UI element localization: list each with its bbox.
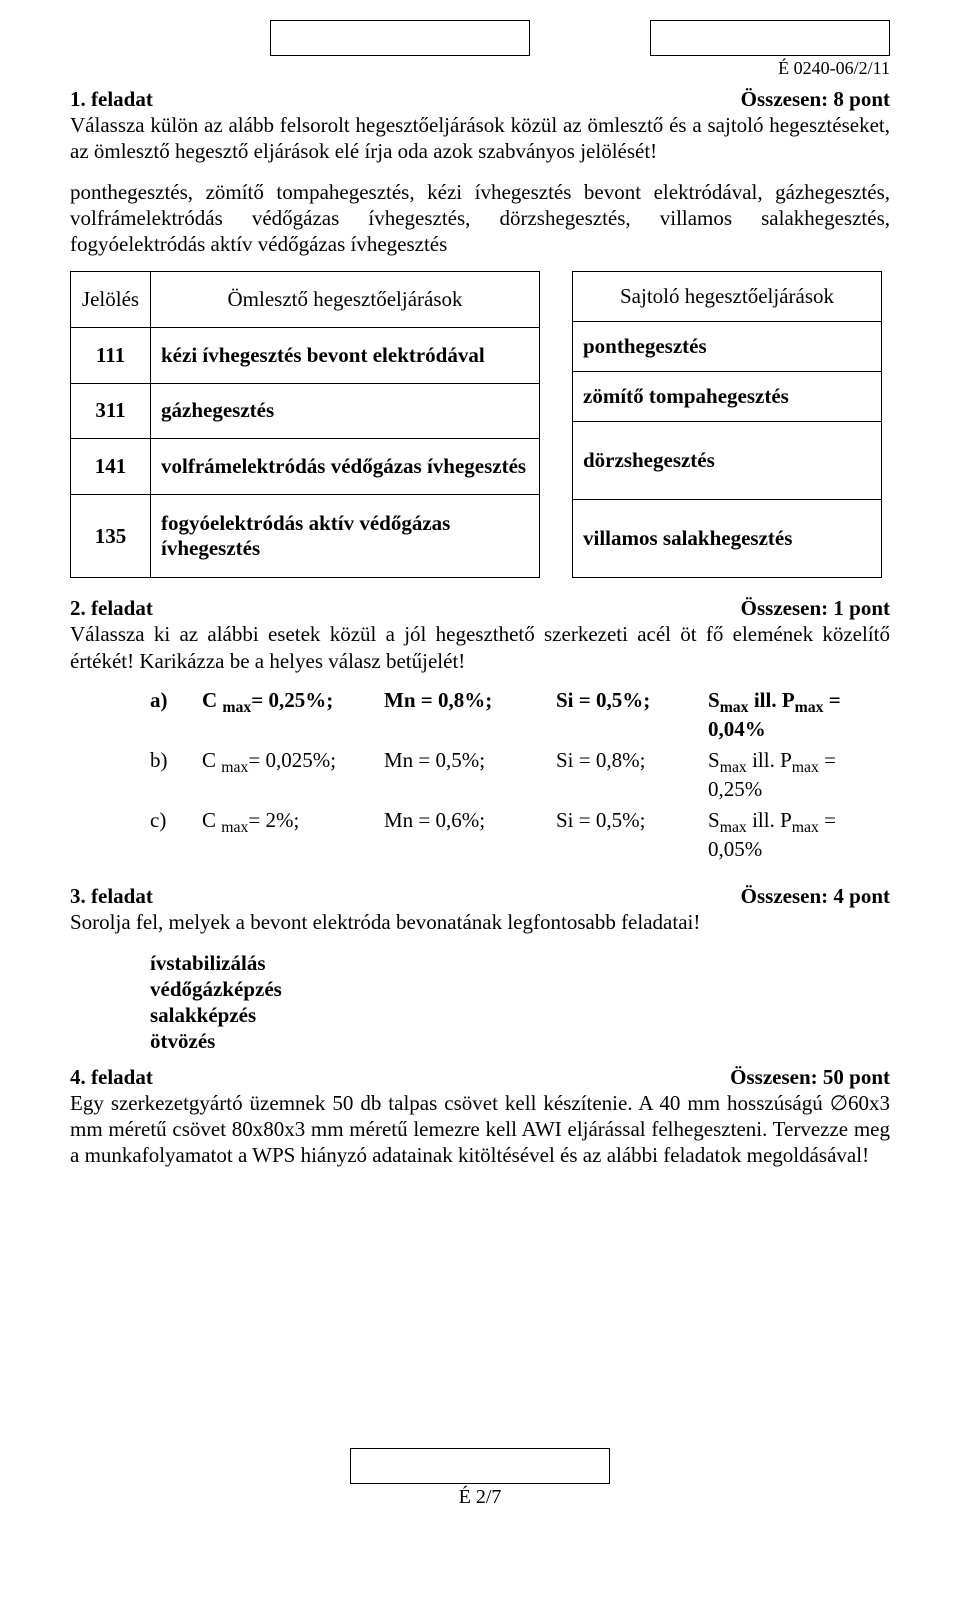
option-sp-value: Smax ill. Pmax = 0,04% <box>708 688 890 742</box>
table-row: ponthegesztés <box>573 322 882 372</box>
document-code: É 0240-06/2/11 <box>70 58 890 79</box>
answer-item: ötvözés <box>150 1028 890 1054</box>
option-si-value: Si = 0,5%; <box>556 808 686 862</box>
pressure-welding-table: Sajtoló hegesztőeljárások ponthegesztés … <box>572 271 882 578</box>
task1-instruction: Válassza külön az alább felsorolt hegesz… <box>70 112 890 165</box>
process-code: 135 <box>71 494 151 578</box>
answer-item: védőgázképzés <box>150 976 890 1002</box>
task2-points: Összesen: 1 pont <box>741 596 890 621</box>
answer-item: salakképzés <box>150 1002 890 1028</box>
task1-title: 1. feladat <box>70 87 153 112</box>
process-name: ponthegesztés <box>573 322 882 372</box>
table-row: dörzshegesztés <box>573 422 882 500</box>
task2-instruction: Válassza ki az alábbi esetek közül a jól… <box>70 621 890 674</box>
option-mn-value: Mn = 0,5%; <box>384 748 534 802</box>
task1-points: Összesen: 8 pont <box>741 87 890 112</box>
option-letter: a) <box>150 688 180 742</box>
option-letter: c) <box>150 808 180 862</box>
fusion-welding-table: Jelölés Ömlesztő hegesztőeljárások 111 k… <box>70 271 540 578</box>
table-row: villamos salakhegesztés <box>573 500 882 578</box>
table-row: 141 volfrámelektródás védőgázas ívhegesz… <box>71 439 540 495</box>
table-row: 111 kézi ívhegesztés bevont elektródával <box>71 327 540 383</box>
header-boxes <box>70 20 890 56</box>
header-box-right <box>650 20 890 56</box>
option-si-value: Si = 0,5%; <box>556 688 686 742</box>
task4-header: 4. feladat Összesen: 50 pont <box>70 1065 890 1090</box>
option-c: c) C max= 2%; Mn = 0,6%; Si = 0,5%; Smax… <box>150 808 890 862</box>
process-code: 311 <box>71 383 151 439</box>
process-name: gázhegesztés <box>151 383 540 439</box>
process-name: zömítő tompahegesztés <box>573 372 882 422</box>
task3-title: 3. feladat <box>70 884 153 909</box>
col-header-process: Ömlesztő hegesztőeljárások <box>151 272 540 328</box>
task2-header: 2. feladat Összesen: 1 pont <box>70 596 890 621</box>
option-a: a) C max= 0,25%; Mn = 0,8%; Si = 0,5%; S… <box>150 688 890 742</box>
process-name: kézi ívhegesztés bevont elektródával <box>151 327 540 383</box>
task3-points: Összesen: 4 pont <box>741 884 890 909</box>
footer-box <box>350 1448 610 1484</box>
process-name: volfrámelektródás védőgázas ívhegesztés <box>151 439 540 495</box>
task1-header: 1. feladat Összesen: 8 pont <box>70 87 890 112</box>
option-si-value: Si = 0,8%; <box>556 748 686 802</box>
table-header-row: Sajtoló hegesztőeljárások <box>573 272 882 322</box>
task4-points: Összesen: 50 pont <box>730 1065 890 1090</box>
option-sp-value: Smax ill. Pmax = 0,05% <box>708 808 890 862</box>
task1-list: ponthegesztés, zömítő tompahegesztés, ké… <box>70 179 890 258</box>
task2-options: a) C max= 0,25%; Mn = 0,8%; Si = 0,5%; S… <box>150 688 890 863</box>
task3-header: 3. feladat Összesen: 4 pont <box>70 884 890 909</box>
page-footer: É 2/7 <box>70 1448 890 1509</box>
table-row: zömítő tompahegesztés <box>573 372 882 422</box>
table-header-row: Jelölés Ömlesztő hegesztőeljárások <box>71 272 540 328</box>
task4-title: 4. feladat <box>70 1065 153 1090</box>
process-name: villamos salakhegesztés <box>573 500 882 578</box>
option-mn-value: Mn = 0,6%; <box>384 808 534 862</box>
option-mn-value: Mn = 0,8%; <box>384 688 534 742</box>
col-header-pressure: Sajtoló hegesztőeljárások <box>573 272 882 322</box>
option-c-value: C max= 0,025%; <box>202 748 362 802</box>
table-row: 135 fogyóelektródás aktív védőgázas ívhe… <box>71 494 540 578</box>
answer-item: ívstabilizálás <box>150 950 890 976</box>
task2-title: 2. feladat <box>70 596 153 621</box>
task3-instruction: Sorolja fel, melyek a bevont elektróda b… <box>70 909 890 935</box>
option-sp-value: Smax ill. Pmax = 0,25% <box>708 748 890 802</box>
task1-tables: Jelölés Ömlesztő hegesztőeljárások 111 k… <box>70 271 890 578</box>
option-letter: b) <box>150 748 180 802</box>
option-c-value: C max= 2%; <box>202 808 362 862</box>
page: É 0240-06/2/11 1. feladat Összesen: 8 po… <box>0 0 960 1529</box>
option-b: b) C max= 0,025%; Mn = 0,5%; Si = 0,8%; … <box>150 748 890 802</box>
process-code: 141 <box>71 439 151 495</box>
page-number: É 2/7 <box>70 1486 890 1509</box>
option-c-value: C max= 0,25%; <box>202 688 362 742</box>
col-header-code: Jelölés <box>71 272 151 328</box>
header-box-left <box>270 20 530 56</box>
process-name: dörzshegesztés <box>573 422 882 500</box>
process-name: fogyóelektródás aktív védőgázas ívhegesz… <box>151 494 540 578</box>
task3-answers: ívstabilizálás védőgázképzés salakképzés… <box>150 950 890 1055</box>
process-code: 111 <box>71 327 151 383</box>
table-row: 311 gázhegesztés <box>71 383 540 439</box>
task4-instruction: Egy szerkezetgyártó üzemnek 50 db talpas… <box>70 1090 890 1169</box>
